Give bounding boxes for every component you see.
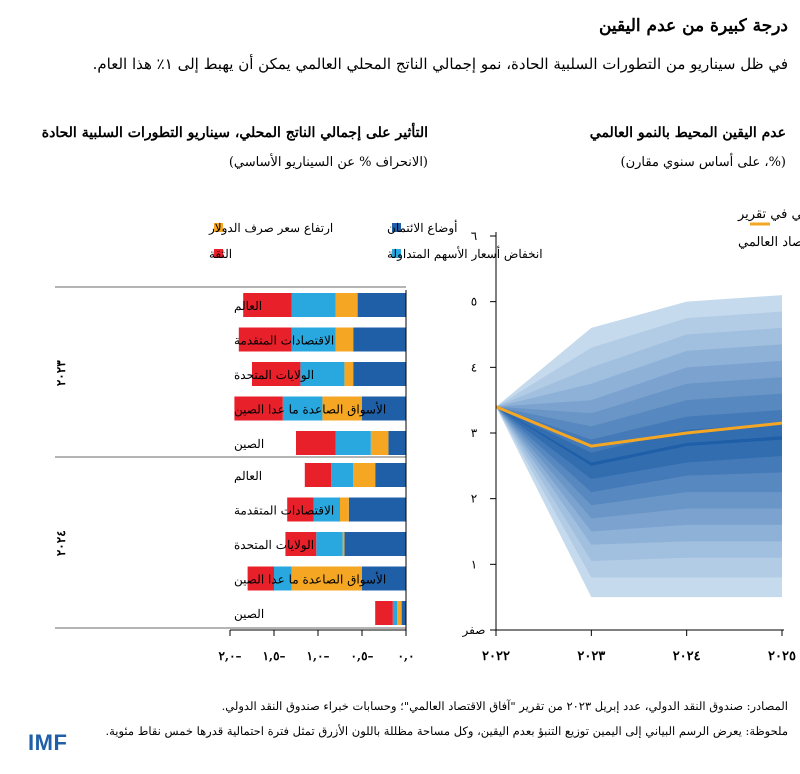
legend-baseline-label: توقعات السيناريو الأساسي في تقرير bbox=[737, 205, 800, 222]
bar-chart-title: التأثير على إجمالي الناتج المحلي، سيناري… bbox=[41, 125, 428, 141]
chart-note: ملحوظة: يعرض الرسم البياني إلى اليمين تو… bbox=[105, 724, 788, 738]
fan-y-tick-label: ٥ bbox=[471, 295, 477, 309]
fan-axes: صفر ١ ٢ ٣ ٤ ٥ ٦ ٢٠٢٢ ٢٠٢٣ ٢٠٢٤ ٢٠٢٥ bbox=[462, 229, 796, 664]
fan-y-tick-label: ٣ bbox=[471, 426, 478, 440]
legend-baseline-label: آفاق الاقتصاد العالمي bbox=[738, 233, 800, 250]
fan-y-tick-label: ١ bbox=[471, 557, 477, 571]
fan-band-9 bbox=[496, 406, 782, 479]
fan-bands bbox=[495, 295, 783, 598]
fan-band-10 bbox=[496, 406, 782, 466]
fan-chart-subtitle: (%، على أساس سنوي مقارن) bbox=[620, 155, 786, 170]
fan-y-tick-label: ٤ bbox=[471, 360, 477, 374]
page-title: درجة كبيرة من عدم اليقين bbox=[598, 16, 788, 36]
fan-x-tick-label: ٢٠٢٣ bbox=[577, 649, 605, 664]
sources-note: المصادر: صندوق النقد الدولي، عدد إبريل ٢… bbox=[221, 699, 788, 713]
fan-x-tick-label: ٢٠٢٤ bbox=[673, 649, 701, 664]
fan-y-tick-label: ٦ bbox=[471, 229, 477, 243]
fan-legend: توقعات السيناريو الأساسي في تقرير آفاق ال… bbox=[737, 205, 800, 250]
bar-chart-subtitle: (الانحراف % عن السيناريو الأساسي) bbox=[228, 155, 428, 170]
fan-chart-title: عدم اليقين المحيط بالنمو العالمي bbox=[589, 125, 786, 141]
page-subtitle: في ظل سيناريو من التطورات السلبية الحادة… bbox=[92, 55, 788, 73]
fan-y-tick-label: صفر bbox=[462, 623, 486, 637]
fan-x-tick-label: ٢٠٢٥ bbox=[768, 649, 796, 664]
baseline-line bbox=[495, 405, 783, 448]
fan-y-tick-label: ٢ bbox=[471, 492, 477, 506]
imf-logo: IMF bbox=[28, 730, 68, 755]
fan-x-tick-label: ٢٠٢٢ bbox=[482, 649, 510, 664]
